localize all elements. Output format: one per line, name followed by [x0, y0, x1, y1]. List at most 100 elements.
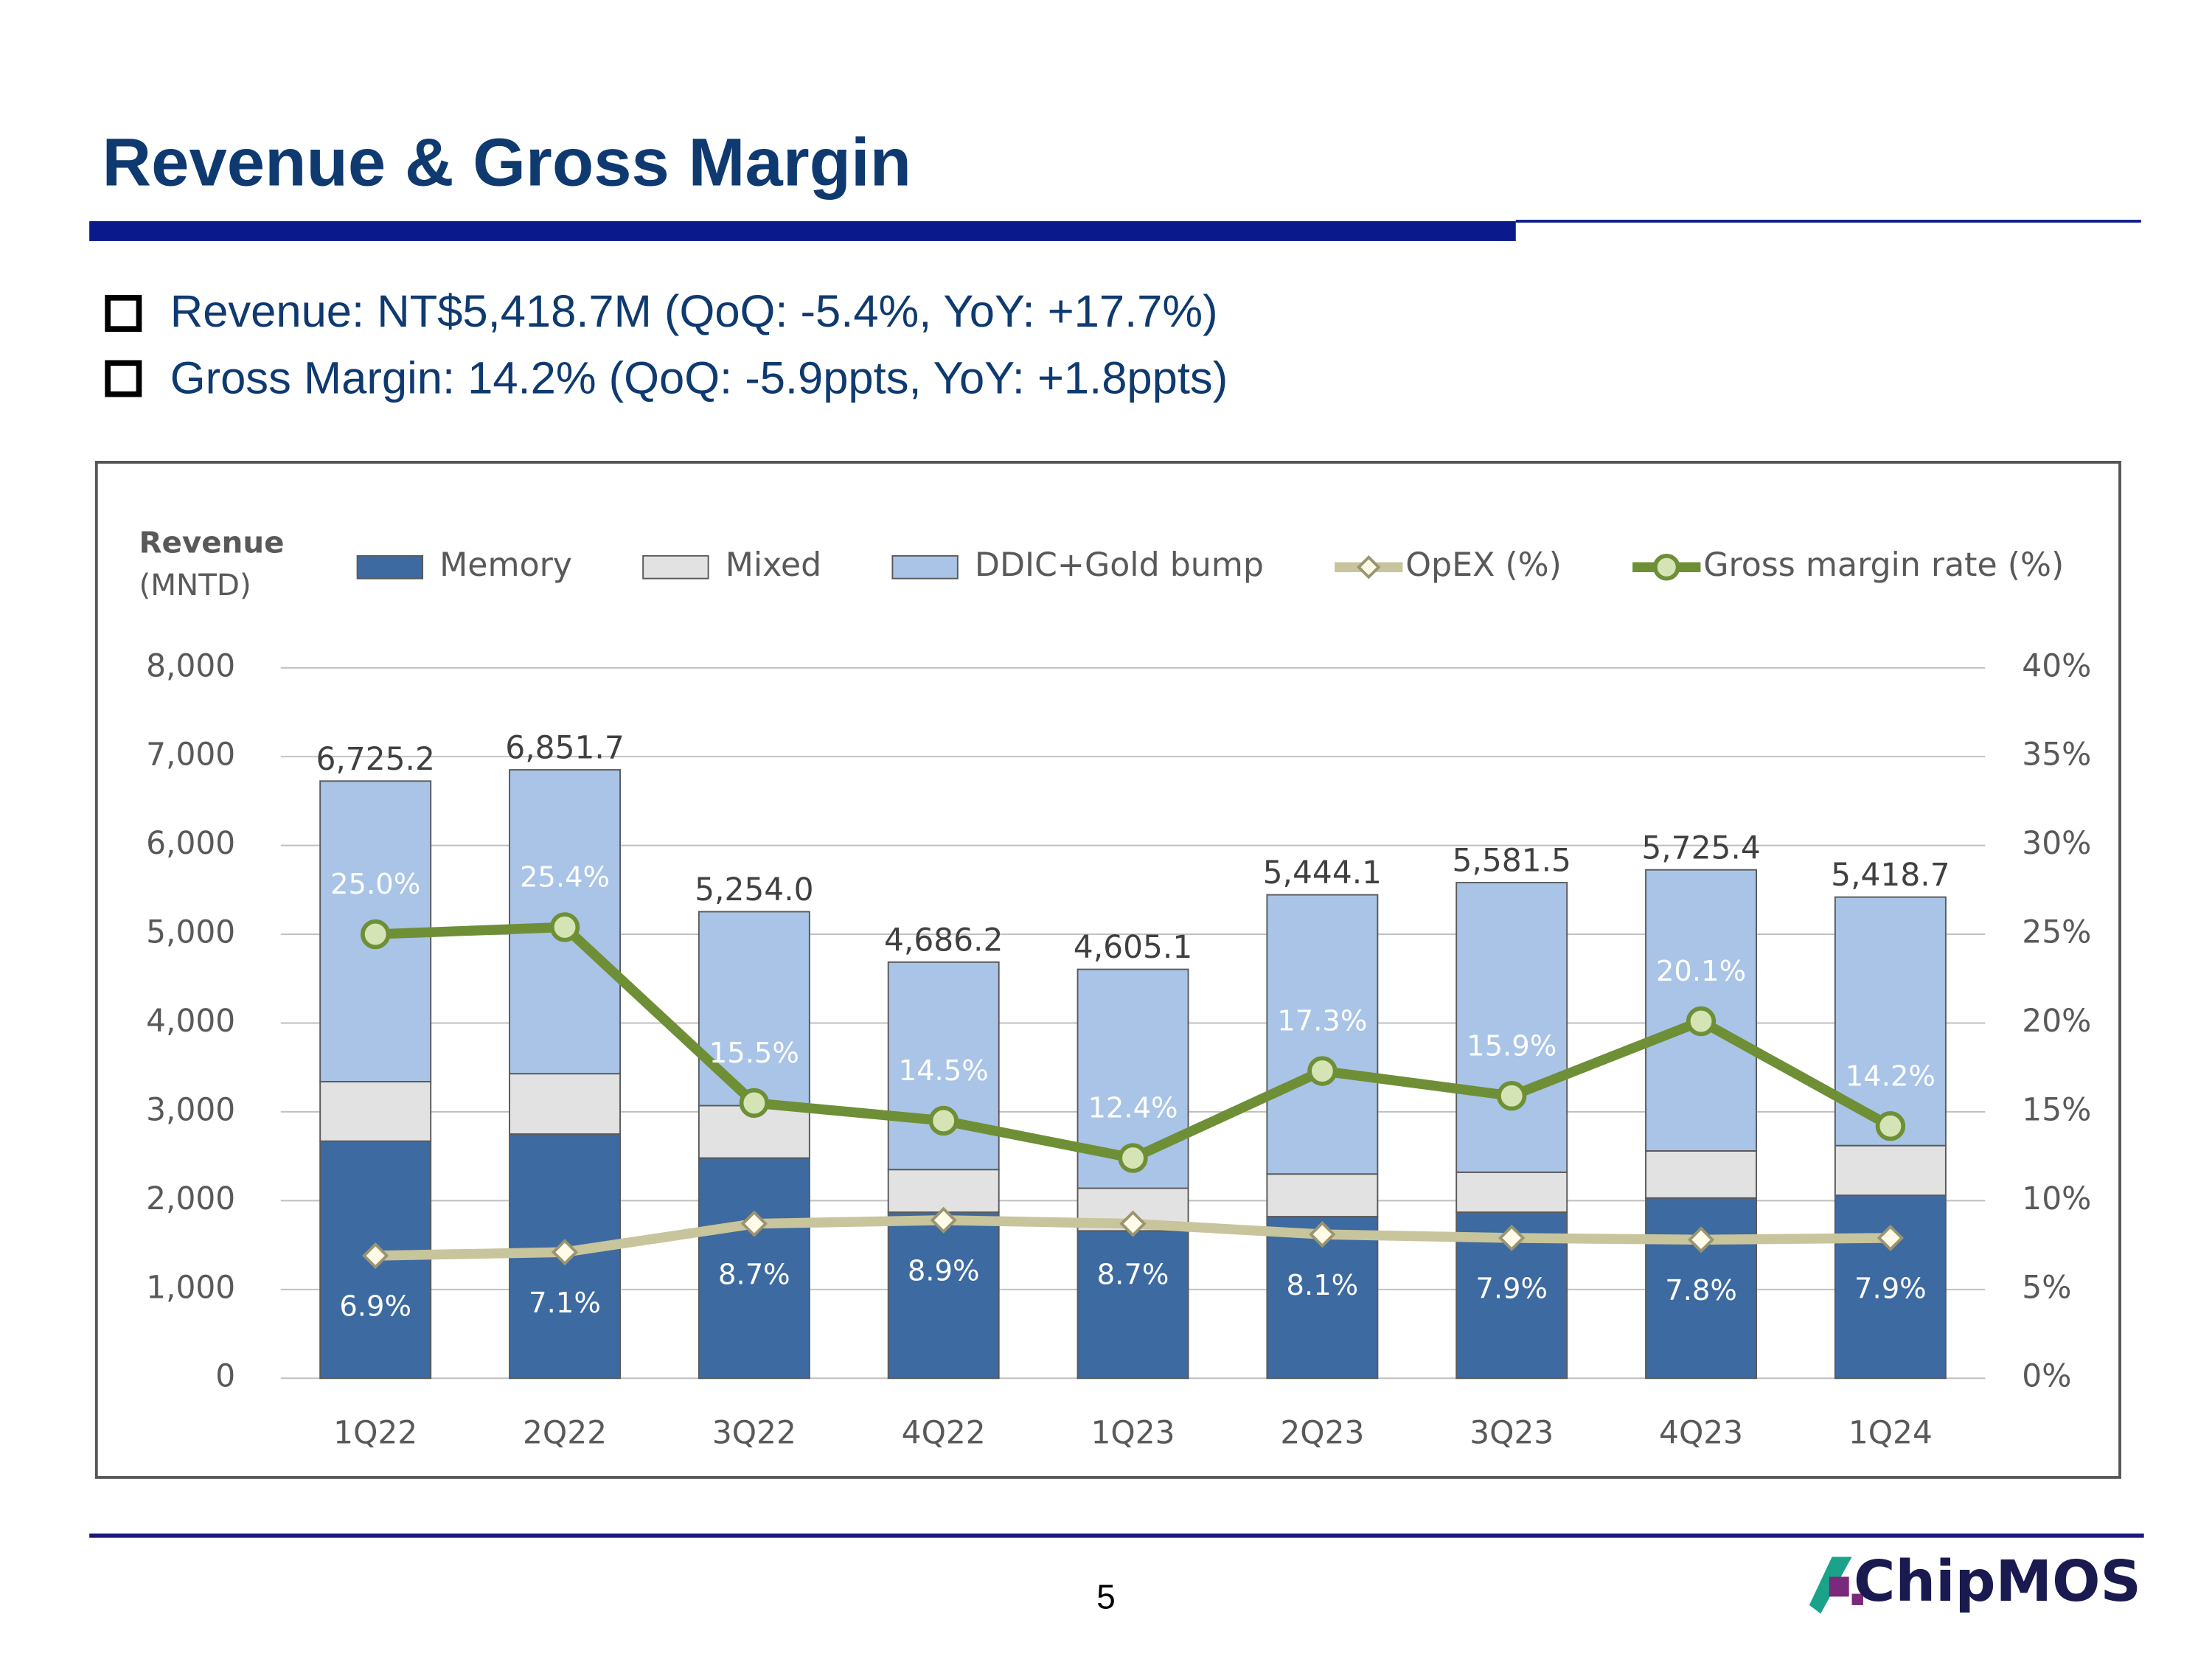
data-label: 15.9%	[1467, 1029, 1557, 1062]
data-label: 8.1%	[1287, 1269, 1359, 1302]
data-label: 25.0%	[330, 868, 420, 901]
data-label: 7.1%	[529, 1287, 601, 1320]
bar-segment	[887, 961, 1000, 1171]
legend-label: Gross margin rate (%)	[1703, 546, 2064, 584]
y2-tick-label: 0%	[2022, 1358, 2071, 1394]
y-tick-label: 0	[215, 1358, 235, 1394]
data-label: 7.9%	[1475, 1273, 1548, 1306]
bar-segment	[1077, 1230, 1189, 1380]
y2-tick-label: 15%	[2022, 1091, 2091, 1127]
total-label: 4,686.2	[884, 922, 1003, 958]
y2-tick-label: 20%	[2022, 1003, 2091, 1039]
point-marker	[1307, 1056, 1338, 1086]
y-tick-label: 1,000	[146, 1269, 235, 1305]
bullet-text: Gross Margin: 14.2% (QoQ: -5.9ppts, YoY:…	[170, 353, 1228, 404]
legend-swatch	[1652, 553, 1680, 581]
legend-label: Mixed	[726, 546, 822, 584]
x-tick-label: 4Q22	[902, 1415, 986, 1451]
y-tick-label: 7,000	[146, 737, 235, 773]
point-marker	[1498, 1224, 1526, 1252]
point-marker	[1687, 1226, 1715, 1253]
bar-segment	[1455, 882, 1568, 1173]
point-marker	[1877, 1224, 1904, 1252]
point-marker	[1118, 1143, 1148, 1173]
data-label: 25.4%	[520, 861, 610, 894]
x-tick-label: 2Q22	[523, 1415, 607, 1451]
bullet-box	[105, 295, 142, 332]
point-marker	[1497, 1081, 1527, 1111]
data-label: 12.4%	[1088, 1092, 1178, 1125]
legend-label: Memory	[439, 546, 572, 584]
total-label: 5,254.0	[695, 872, 813, 908]
data-label: 7.8%	[1665, 1274, 1737, 1307]
data-label: 8.7%	[718, 1258, 790, 1291]
total-label: 6,725.2	[316, 741, 434, 777]
point-marker	[930, 1206, 957, 1234]
y-axis-label: Revenue	[139, 525, 284, 560]
total-label: 5,581.5	[1452, 843, 1571, 879]
data-label: 6.9%	[339, 1290, 411, 1324]
logo-icon	[1809, 1557, 1863, 1614]
bar-segment	[887, 1211, 1000, 1380]
bar-segment	[1645, 1150, 1758, 1199]
data-label: 7.9%	[1854, 1273, 1927, 1306]
x-tick-label: 3Q22	[712, 1415, 796, 1451]
title-bar	[89, 221, 1516, 241]
total-label: 4,605.1	[1074, 929, 1192, 965]
bullet-box	[105, 360, 142, 397]
point-marker	[549, 912, 580, 942]
y-tick-label: 3,000	[146, 1091, 235, 1127]
total-label: 5,444.1	[1263, 855, 1382, 891]
x-tick-label: 1Q24	[1848, 1415, 1933, 1451]
point-marker	[739, 1088, 770, 1119]
y-tick-label: 5,000	[146, 914, 235, 950]
legend-swatch	[891, 554, 959, 580]
legend-label: DDIC+Gold bump	[975, 546, 1264, 584]
point-marker	[1686, 1006, 1717, 1037]
data-label: 14.2%	[1846, 1060, 1935, 1093]
point-marker	[740, 1210, 768, 1237]
point-marker	[360, 919, 391, 950]
point-marker	[551, 1239, 579, 1266]
page-number: 5	[1096, 1577, 1116, 1615]
y2-tick-label: 10%	[2022, 1180, 2091, 1217]
logo-text: ChipMOS	[1854, 1549, 2141, 1615]
x-tick-label: 4Q23	[1659, 1415, 1743, 1451]
bar-segment	[509, 1073, 621, 1135]
legend-swatch	[1357, 555, 1381, 580]
bar-segment	[319, 1081, 432, 1142]
y-axis-label: (MNTD)	[139, 568, 251, 602]
point-marker	[362, 1242, 389, 1270]
bar-segment	[1455, 1171, 1568, 1213]
total-label: 6,851.7	[505, 730, 624, 766]
data-label: 15.5%	[709, 1037, 799, 1070]
data-label: 8.7%	[1097, 1258, 1169, 1291]
slide-title: Revenue & Gross Margin	[102, 123, 911, 200]
bar-segment	[1266, 894, 1379, 1175]
legend-label: OpEX (%)	[1405, 546, 1562, 584]
bar-segment	[1834, 1144, 1947, 1197]
data-label: 20.1%	[1656, 955, 1746, 988]
y-tick-label: 4,000	[146, 1003, 235, 1039]
y-tick-label: 6,000	[146, 825, 235, 861]
legend-swatch	[642, 554, 709, 580]
point-marker	[928, 1105, 959, 1136]
point-marker	[1875, 1111, 1906, 1141]
x-tick-label: 2Q23	[1280, 1415, 1364, 1451]
y2-tick-label: 35%	[2022, 737, 2091, 773]
point-marker	[1119, 1210, 1147, 1237]
y2-tick-label: 40%	[2022, 647, 2091, 684]
data-label: 14.5%	[899, 1054, 989, 1088]
bar-segment	[698, 911, 810, 1107]
total-label: 5,418.7	[1831, 857, 1950, 893]
bar-segment	[887, 1169, 1000, 1213]
x-tick-label: 3Q23	[1470, 1415, 1554, 1451]
x-tick-label: 1Q23	[1091, 1415, 1175, 1451]
bar-segment	[1266, 1173, 1379, 1218]
bar-segment	[698, 1157, 810, 1380]
y2-tick-label: 25%	[2022, 914, 2091, 950]
legend-swatch	[356, 554, 424, 580]
x-tick-label: 1Q22	[333, 1415, 417, 1451]
